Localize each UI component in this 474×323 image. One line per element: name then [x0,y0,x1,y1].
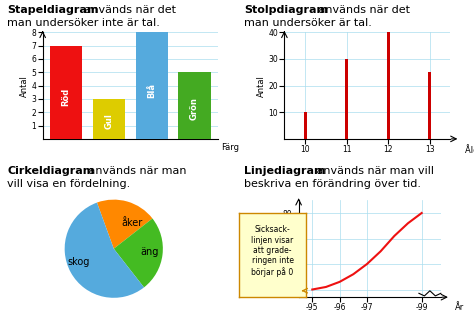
Text: Stolpdiagram: Stolpdiagram [244,5,328,15]
Bar [136,32,168,139]
Bar [428,72,431,139]
Text: används när det: används när det [315,5,410,15]
Text: Stapeldiagram: Stapeldiagram [7,5,99,15]
Text: vill visa en fördelning.: vill visa en fördelning. [7,179,130,189]
Text: Röd: Röd [62,88,71,106]
Text: används när det: används när det [81,5,175,15]
Text: Sicksack-
linjen visar
att grade-
ringen inte
börjar på 0: Sicksack- linjen visar att grade- ringen… [251,225,294,277]
Text: Linjediagram: Linjediagram [244,166,326,176]
Bar [387,32,390,139]
Y-axis label: Pris (kr): Pris (kr) [271,232,280,265]
Bar [304,112,307,139]
Y-axis label: Antal: Antal [256,75,265,97]
Text: äng: äng [141,247,159,257]
Text: Ålder (år): Ålder (år) [465,145,474,155]
Text: åker: åker [121,218,143,228]
Bar [50,46,82,139]
Text: skog: skog [68,257,90,267]
Text: används när man vill: används när man vill [313,166,434,176]
Text: Gul: Gul [104,113,113,129]
Text: Färg: Färg [221,143,239,152]
Text: man undersöker inte är tal.: man undersöker inte är tal. [7,18,160,28]
Text: Grön: Grön [190,98,199,120]
Text: beskriva en förändring över tid.: beskriva en förändring över tid. [244,179,421,189]
Text: används när man: används när man [85,166,187,176]
Bar [179,72,210,139]
Text: man undersöker är tal.: man undersöker är tal. [244,18,372,28]
Text: Cirkeldiagram: Cirkeldiagram [7,166,94,176]
Text: Blå: Blå [147,83,156,99]
Wedge shape [114,218,163,287]
Bar [345,59,348,139]
Text: År: År [455,303,465,312]
Wedge shape [64,203,144,298]
Wedge shape [97,200,153,249]
Bar [93,99,125,139]
Y-axis label: Antal: Antal [20,75,29,97]
